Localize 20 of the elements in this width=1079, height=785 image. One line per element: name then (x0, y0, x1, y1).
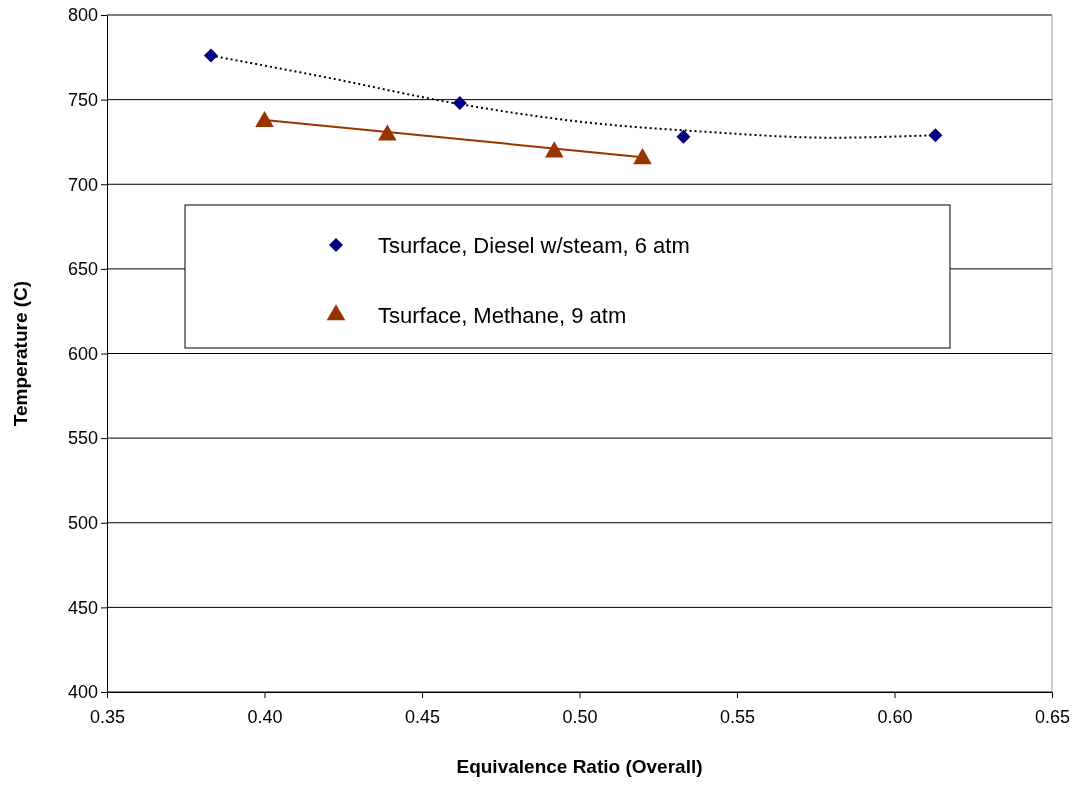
x-tick-label: 0.45 (404, 706, 441, 727)
y-tick-label: 650 (67, 259, 98, 280)
x-tick-label: 0.60 (877, 706, 913, 727)
y-tick-label: 750 (67, 89, 98, 110)
y-tick-label: 800 (67, 5, 98, 26)
y-tick-label: 400 (67, 682, 98, 703)
x-tick-label: 0.55 (719, 706, 756, 727)
x-tick-label: 0.50 (562, 706, 598, 727)
x-tick-label: 0.35 (89, 706, 126, 727)
y-tick-label: 500 (67, 513, 98, 534)
legend-label: Tsurface, Diesel w/steam, 6 atm (378, 232, 690, 258)
y-tick-label: 550 (67, 428, 98, 449)
legend-label: Tsurface, Methane, 9 atm (378, 302, 627, 328)
x-tick-label: 0.40 (247, 706, 283, 727)
x-axis-title: Equivalence Ratio (Overall) (456, 756, 703, 777)
y-tick-label: 450 (67, 597, 98, 618)
y-tick-label: 700 (67, 174, 98, 195)
y-tick-label: 600 (67, 343, 98, 364)
x-tick-label: 0.65 (1034, 706, 1071, 727)
y-axis-title: Temperature (C) (10, 280, 31, 427)
